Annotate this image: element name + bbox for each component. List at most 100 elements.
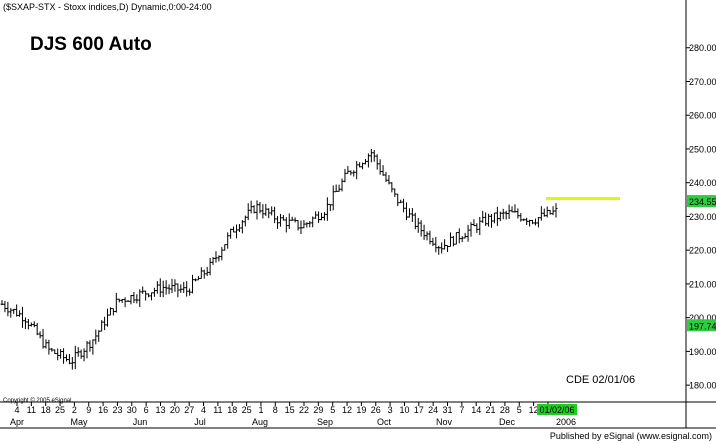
y-tick-label: 280.00 — [689, 43, 716, 53]
price-bar — [325, 197, 329, 221]
price-bar — [211, 257, 215, 265]
price-bar — [343, 168, 347, 183]
price-bar — [246, 203, 250, 221]
price-bar — [331, 185, 335, 211]
price-bar — [223, 244, 227, 251]
price-bar — [196, 276, 200, 281]
x-tick-label: 4 — [14, 405, 19, 415]
month-label: May — [70, 417, 88, 427]
month-label: Apr — [10, 417, 24, 427]
price-bar — [402, 198, 406, 213]
price-bar — [542, 208, 546, 217]
price-bar — [114, 292, 118, 313]
price-bar — [50, 348, 54, 352]
y-tick-label: 270.00 — [689, 77, 716, 87]
price-bar — [358, 162, 362, 168]
y-tick-label: 210.00 — [689, 279, 716, 289]
price-bar — [293, 217, 297, 223]
price-bar — [281, 214, 285, 221]
price-bar — [308, 221, 312, 228]
x-tick-label: 15 — [285, 405, 295, 415]
price-bar — [111, 308, 115, 316]
marker-price-label: 197.74 — [689, 321, 716, 331]
price-bar — [525, 217, 529, 225]
date-highlight-box — [537, 404, 577, 415]
price-bar — [492, 212, 496, 224]
price-bar — [363, 158, 367, 165]
price-bar — [507, 204, 511, 220]
price-bar — [314, 211, 318, 219]
price-bar — [214, 251, 218, 263]
price-bar — [451, 235, 455, 247]
price-bar — [179, 284, 183, 293]
x-tick-label: 25 — [55, 405, 65, 415]
price-bar — [141, 286, 145, 294]
price-bar — [82, 348, 86, 362]
price-bar — [466, 224, 470, 242]
price-bar — [220, 247, 224, 261]
marker-price-box — [687, 319, 716, 332]
price-bar — [484, 212, 488, 226]
price-bar — [167, 284, 171, 295]
price-bar — [296, 220, 300, 231]
price-bar — [23, 317, 27, 330]
price-bar — [384, 171, 388, 182]
month-label: Oct — [377, 417, 392, 427]
price-bar — [539, 206, 543, 221]
price-bar — [311, 216, 315, 228]
price-bar — [147, 293, 151, 298]
x-tick-label: 23 — [112, 405, 122, 415]
price-bar — [9, 308, 13, 318]
price-bar — [495, 206, 499, 226]
price-bar — [123, 297, 127, 308]
y-tick-label: 190.00 — [689, 347, 716, 357]
price-bar — [240, 220, 244, 234]
price-bar — [457, 228, 461, 244]
price-bar — [393, 188, 397, 198]
price-bar — [64, 354, 68, 362]
price-bar — [554, 203, 558, 218]
price-bar — [446, 244, 450, 252]
x-tick-label: 28 — [500, 405, 510, 415]
price-bar — [88, 340, 92, 352]
price-bar — [302, 220, 306, 229]
price-bar — [419, 220, 423, 237]
x-tick-label: 9 — [86, 405, 91, 415]
price-bar — [355, 160, 359, 180]
price-bar — [328, 203, 332, 212]
chart-title: DJS 600 Auto — [30, 34, 152, 55]
price-bar — [410, 207, 414, 222]
price-bar — [67, 354, 71, 365]
price-bar — [533, 218, 537, 226]
y-tick-label: 220.00 — [689, 246, 716, 256]
price-bar — [226, 232, 230, 249]
price-bar — [305, 222, 309, 228]
month-label: Nov — [436, 417, 453, 427]
price-bar — [44, 339, 48, 349]
price-bar — [390, 182, 394, 193]
price-bar — [59, 349, 63, 359]
price-bar — [12, 308, 16, 314]
price-bar — [94, 329, 98, 345]
x-tick-label: 14 — [471, 405, 481, 415]
price-bar — [208, 257, 212, 276]
price-bar — [290, 216, 294, 221]
price-bar — [76, 347, 80, 357]
x-tick-label: 4 — [201, 405, 206, 415]
price-bar — [97, 330, 101, 342]
price-bar — [41, 328, 45, 349]
price-bar — [276, 216, 280, 229]
price-bar — [317, 211, 321, 223]
x-tick-label: 19 — [356, 405, 366, 415]
price-bar — [460, 236, 464, 243]
price-bar — [258, 202, 262, 214]
price-bar — [185, 281, 189, 297]
y-tick-label: 250.00 — [689, 144, 716, 154]
x-tick-label: 7 — [459, 405, 464, 415]
price-bar — [490, 213, 494, 228]
price-bar — [440, 242, 444, 254]
price-bar — [106, 308, 110, 327]
price-bar — [73, 345, 77, 370]
x-tick-label: 12 — [529, 405, 539, 415]
price-bar — [381, 165, 385, 176]
